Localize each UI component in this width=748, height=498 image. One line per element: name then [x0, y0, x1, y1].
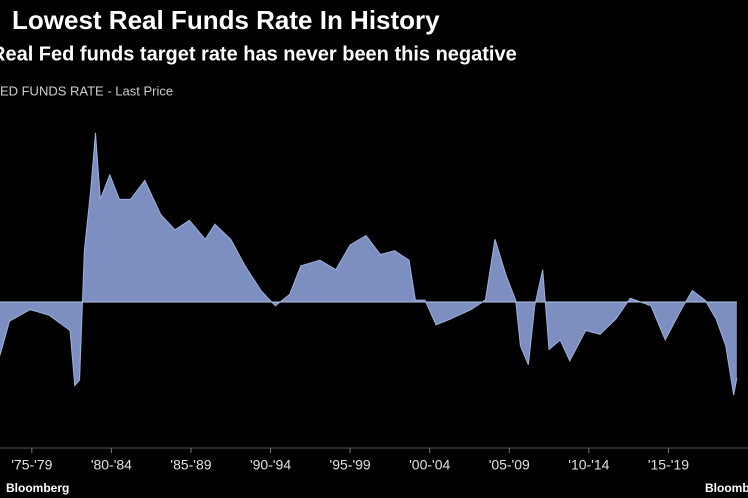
- x-tick-label: '80-'84: [91, 457, 132, 473]
- chart-subtitle: Real Fed funds target rate has never bee…: [0, 43, 517, 65]
- x-tick-label: '00-'04: [409, 457, 450, 473]
- source-right: Bloomberg: [705, 481, 748, 495]
- x-tick-label: '85-'89: [170, 457, 211, 473]
- area: [0, 132, 737, 396]
- x-tick-label: '15-'19: [648, 457, 689, 473]
- source: Bloomberg: [6, 481, 69, 495]
- x-tick-label: '95-'99: [330, 457, 371, 473]
- legend-label: FED FUNDS RATE - Last Price: [0, 83, 173, 98]
- x-tick-label: '75-'79: [11, 457, 52, 473]
- area-line: [0, 132, 738, 396]
- x-tick-label: '90-'94: [250, 457, 291, 473]
- x-tick-label: '10-'14: [568, 457, 609, 473]
- x-tick-label: '05-'09: [489, 457, 530, 473]
- chart-title: Lowest Real Funds Rate In History: [12, 5, 440, 35]
